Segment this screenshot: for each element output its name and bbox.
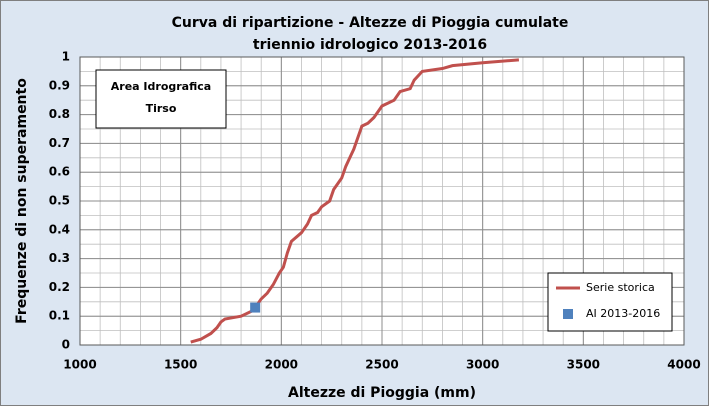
annotation-box [95,69,227,129]
annotation: Tirso [146,102,177,115]
legend-box [547,272,673,332]
legend-label: Serie storica [586,281,655,294]
y-tick-label: 1 [62,50,70,64]
y-tick-label: 0.4 [49,222,70,236]
x-tick-label: 1500 [164,358,197,372]
y-tick-label: 0.5 [49,194,70,208]
legend-label: AI 2013-2016 [586,307,660,320]
legend-swatch [563,309,573,319]
chart-title: triennio idrologico 2013-2016 [253,37,487,53]
y-tick-label: 0.8 [49,107,70,121]
y-tick-label: 0.6 [49,165,70,179]
x-tick-label: 1000 [63,358,96,372]
x-tick-label: 4000 [667,358,700,372]
y-axis-label: Frequenze di non superamento [14,78,30,324]
plot-border [79,56,685,346]
chart-title: Curva di ripartizione - Altezze di Piogg… [172,15,569,31]
x-tick-label: 3000 [466,358,499,372]
y-tick-label: 0.3 [49,251,70,265]
data-point [250,302,261,313]
y-tick-label: 0.9 [49,78,70,92]
annotation: Area Idrografica [111,80,211,93]
x-tick-label: 2000 [265,358,298,372]
x-axis-label: Altezze di Pioggia (mm) [288,385,476,401]
y-tick-label: 0.1 [49,309,70,323]
y-tick-label: 0.7 [49,136,70,150]
y-tick-label: 0.2 [49,280,70,294]
y-tick-label: 0 [62,338,70,352]
x-tick-label: 3500 [567,358,600,372]
x-tick-label: 2500 [365,358,398,372]
